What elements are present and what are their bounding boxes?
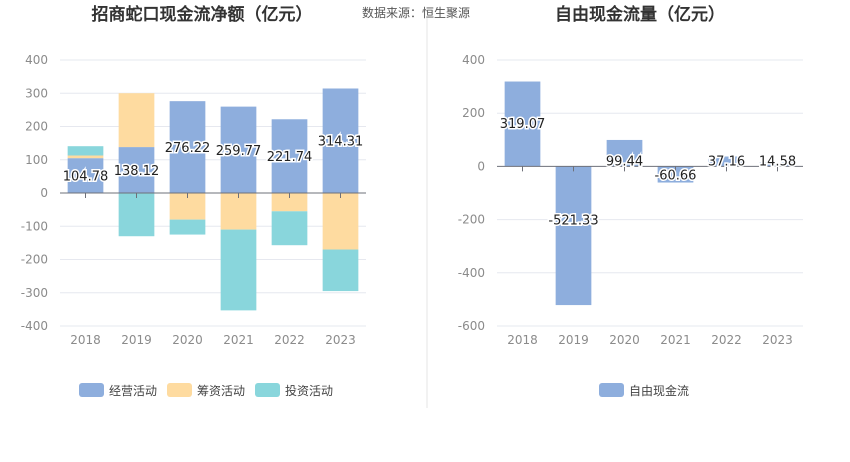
bar-经营活动	[220, 106, 257, 193]
bar-自由现金流	[504, 81, 541, 167]
bar-经营活动	[118, 147, 155, 193]
y-tick-label: -300	[21, 286, 48, 300]
bar-投资活动	[220, 229, 257, 311]
source-text: 数据来源：恒生聚源	[362, 5, 470, 20]
cash-flow-chart: 招商蛇口现金流净额（亿元） 400 300 200 100 0 -100 -200 -300 -4…	[21, 4, 366, 398]
data-label: 221.74	[267, 150, 313, 165]
legend-swatch	[599, 383, 624, 397]
y-tick-label: 0	[477, 159, 485, 173]
bar-筹资活动	[271, 193, 308, 212]
y-tick-label: 300	[25, 86, 48, 100]
bar-自由现金流	[606, 139, 643, 167]
bar-筹资活动	[322, 193, 359, 250]
bar-经营活动	[67, 158, 104, 193]
x-tick-label: 2022	[274, 333, 305, 347]
bar-筹资活动	[67, 155, 104, 159]
chart-title: 自由现金流量（亿元）	[555, 4, 725, 25]
data-label: 138.12	[114, 164, 160, 179]
bar-筹资活动	[220, 193, 257, 230]
y-tick-label: 400	[462, 53, 485, 67]
legend-swatch	[255, 383, 280, 397]
x-tick-label: 2019	[121, 333, 152, 347]
y-tick-label: 100	[25, 153, 48, 167]
bar-经营活动	[271, 119, 308, 193]
data-label: 314.31	[318, 135, 364, 150]
y-tick-label: 0	[40, 186, 48, 200]
y-tick-label: 400	[25, 53, 48, 67]
y-tick-label: -100	[21, 219, 48, 233]
data-label: 99.44	[606, 154, 643, 169]
legend-swatch	[79, 383, 104, 397]
bar-投资活动	[169, 219, 206, 235]
legend-label: 筹资活动	[197, 384, 245, 398]
legend-label: 经营活动	[109, 384, 157, 398]
free-cash-flow-chart: 自由现金流量（亿元） 400 200 0 -200 -400 -600 319.07 -521.…	[458, 4, 803, 398]
bar-自由现金流	[759, 162, 796, 167]
y-tick-label: 200	[462, 106, 485, 120]
bar-投资活动	[67, 146, 104, 156]
data-label: 37.16	[708, 154, 745, 169]
y-tick-label: -200	[458, 213, 485, 227]
y-tick-label: -400	[21, 319, 48, 333]
bar-投资活动	[322, 249, 359, 292]
x-tick-label: 2021	[223, 333, 254, 347]
data-label: 259.77	[216, 144, 262, 159]
x-tick-label: 2019	[558, 333, 589, 347]
x-tick-label: 2021	[660, 333, 691, 347]
x-tick-label: 2020	[172, 333, 203, 347]
data-label: -60.66	[655, 168, 697, 183]
x-tick-label: 2023	[325, 333, 356, 347]
y-tick-label: -200	[21, 253, 48, 267]
x-tick-label: 2018	[507, 333, 538, 347]
legend-swatch	[167, 383, 192, 397]
legend-label: 自由现金流	[629, 383, 689, 398]
bar-经营活动	[169, 101, 206, 193]
y-tick-label: -400	[458, 266, 485, 280]
bar-筹资活动	[118, 93, 155, 148]
data-label: 319.07	[500, 117, 546, 132]
x-tick-label: 2020	[609, 333, 640, 347]
data-label: 14.58	[759, 154, 796, 169]
bar-自由现金流	[657, 166, 694, 183]
y-tick-label: -600	[458, 319, 485, 333]
x-tick-label: 2018	[70, 333, 101, 347]
bar-投资活动	[271, 211, 308, 246]
data-label: 276.22	[165, 141, 211, 156]
bar-自由现金流	[555, 166, 592, 306]
y-tick-label: 200	[25, 120, 48, 134]
data-label: -521.33	[548, 214, 598, 229]
bar-经营活动	[322, 88, 359, 193]
legend-label: 投资活动	[285, 383, 333, 398]
bar-自由现金流	[708, 156, 745, 167]
chart-title: 招商蛇口现金流净额（亿元）	[92, 4, 313, 25]
data-label: 104.78	[63, 170, 109, 185]
x-tick-label: 2023	[762, 333, 793, 347]
x-tick-label: 2022	[711, 333, 742, 347]
bar-投资活动	[118, 193, 155, 237]
